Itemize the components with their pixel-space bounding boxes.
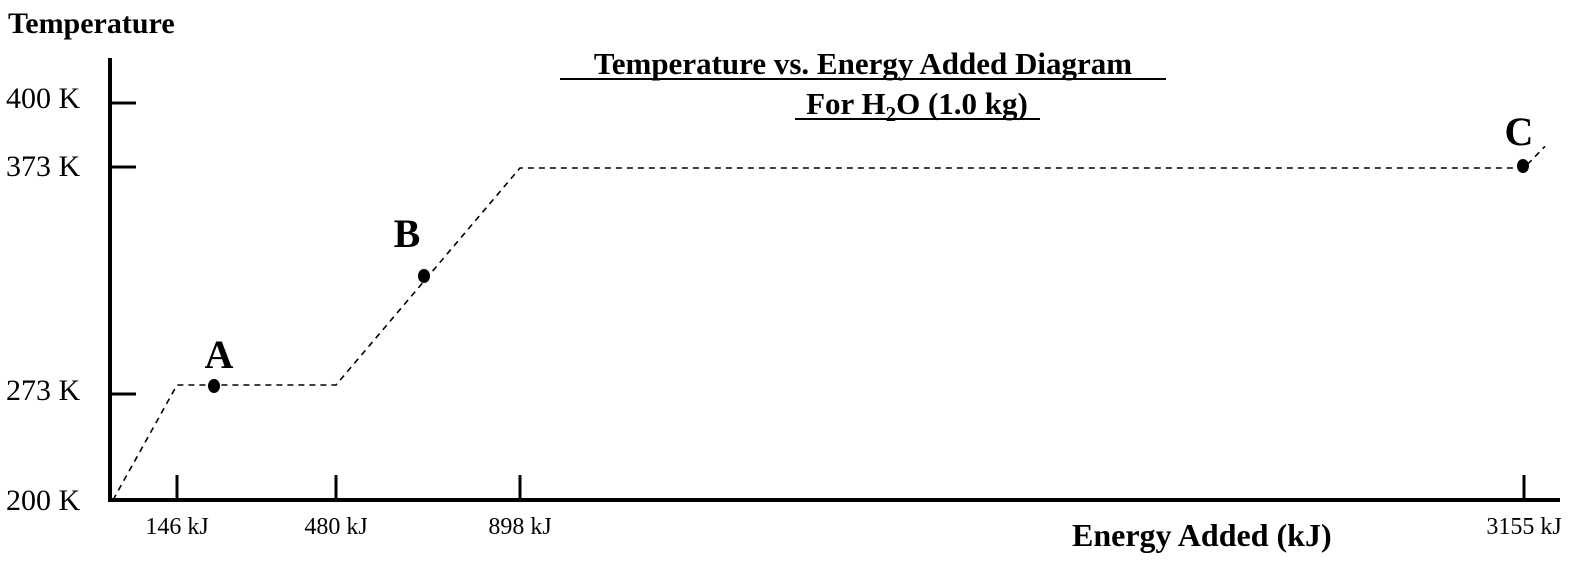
point-c-label: C <box>1505 109 1534 154</box>
chart-title: Temperature vs. Energy Added Diagram <box>594 46 1132 81</box>
series-line-0 <box>112 145 1546 501</box>
y-tick-label-273: 273 K <box>6 374 81 407</box>
y-tick-label-400: 400 K <box>6 82 81 115</box>
x-tick-label-3155: 3155 kJ <box>1486 514 1561 540</box>
x-tick-label-146: 146 kJ <box>145 514 208 540</box>
point-b-marker <box>418 269 430 283</box>
y-tick-label-200: 200 K <box>6 484 81 517</box>
chart-subtitle-subscript: 2 <box>886 102 897 126</box>
x-axis-label: Energy Added (kJ) <box>1072 517 1332 553</box>
chart-ticks: 200 K 273 K 373 K 400 K 146 kJ 480 kJ 898 kJ 31… <box>6 82 1562 540</box>
chart-subtitle-prefix: For H <box>806 86 886 121</box>
x-tick-label-898: 898 kJ <box>488 514 551 540</box>
y-tick-label-373: 373 K <box>6 150 81 183</box>
y-axis-label: Temperature <box>8 7 175 40</box>
x-tick-label-480: 480 kJ <box>304 514 367 540</box>
point-c-marker <box>1517 159 1529 173</box>
chart-series <box>112 145 1546 501</box>
point-a-marker <box>208 379 220 393</box>
chart-subtitle-suffix: O (1.0 kg) <box>896 86 1028 121</box>
point-a-label: A <box>205 332 234 377</box>
point-b-label: B <box>394 211 421 256</box>
chart-axes <box>108 58 1560 502</box>
chart-points: A B C <box>205 109 1534 393</box>
chart-subtitle: For H2O (1.0 kg) <box>806 86 1028 126</box>
